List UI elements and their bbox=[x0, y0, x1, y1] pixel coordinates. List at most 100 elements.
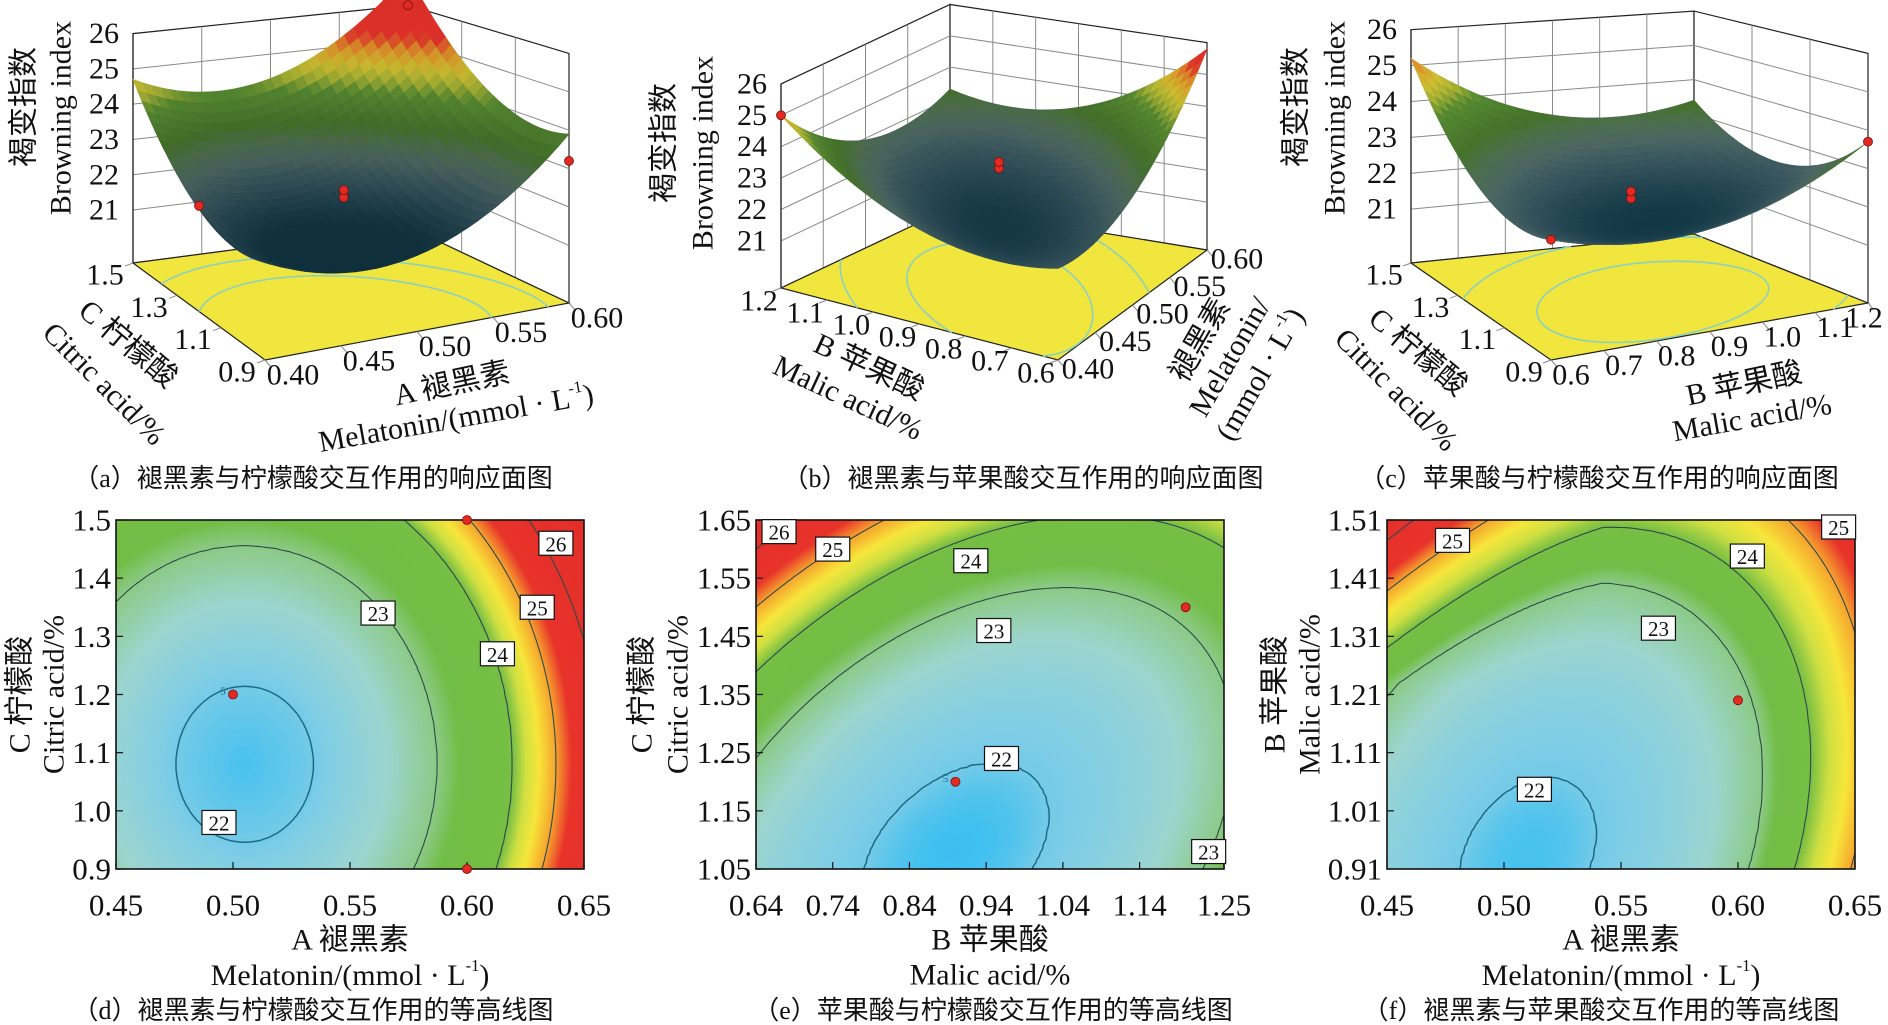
contour-label: 26 bbox=[545, 532, 566, 556]
design-point bbox=[462, 864, 472, 874]
contour-line-25 bbox=[469, 519, 557, 870]
tick-mark bbox=[1169, 277, 1177, 285]
tick-mark bbox=[1132, 304, 1139, 313]
design-point bbox=[1733, 695, 1743, 706]
axis-title: Browning index bbox=[1319, 21, 1352, 215]
tick-mark bbox=[1814, 312, 1822, 320]
tick-mark bbox=[772, 287, 782, 292]
x-tick-label: 1.2 bbox=[1845, 302, 1883, 335]
contour-plot-d: 0.45 0.50 0.55 0.60 0.65 0.9 1.0 1.1 1.2 1.3 1.4 1.… bbox=[4, 503, 612, 992]
y-tick-label: 1.35 bbox=[697, 677, 751, 712]
x-tick-label: 0.45 bbox=[1360, 888, 1414, 923]
label-text: ) bbox=[1750, 959, 1760, 992]
x-tick-label: 0.45 bbox=[343, 344, 396, 377]
figure-caption: （b）褪黑素与苹果酸交互作用的响应面图 bbox=[782, 464, 1263, 493]
x-tick-label: 0.40 bbox=[267, 359, 320, 392]
y-tick-label: 1.05 bbox=[697, 852, 751, 887]
tick-mark bbox=[1003, 347, 1013, 352]
tick-mark bbox=[957, 335, 966, 340]
design-point bbox=[1546, 234, 1556, 245]
z-tick-label: 22 bbox=[89, 158, 119, 191]
y-axis-title-en: Citric acid/% bbox=[662, 615, 695, 774]
design-point-count: 5 bbox=[943, 773, 949, 785]
surface-cell bbox=[1048, 265, 1064, 269]
superscript: -1 bbox=[566, 376, 583, 397]
x-tick-label: 0.55 bbox=[495, 316, 548, 349]
caption-tag: （b） bbox=[782, 464, 847, 493]
contour-label: 25 bbox=[822, 538, 843, 562]
z-tick-label: 25 bbox=[89, 52, 119, 85]
z-tick-label: 21 bbox=[89, 194, 119, 227]
y-tick-label: 1.5 bbox=[72, 503, 111, 538]
surface-cell bbox=[260, 260, 276, 266]
tick-mark bbox=[1449, 294, 1458, 299]
y-tick-label: 1.3 bbox=[130, 291, 168, 324]
x-tick-label: 0.55 bbox=[323, 888, 377, 923]
y-tick-label: 1.45 bbox=[697, 619, 751, 654]
contour-label: 22 bbox=[208, 811, 229, 835]
contour-plot-e: 0.64 0.74 0.84 0.94 1.04 1.14 1.25 1.05 1.15 1.25… bbox=[626, 503, 1252, 992]
design-point bbox=[1180, 602, 1191, 613]
x-tick-label: 0.74 bbox=[806, 888, 861, 923]
y-tick-label: 1.4 bbox=[72, 561, 111, 596]
contour-label: 25 bbox=[1442, 529, 1463, 553]
surface-plot-b: 2122232425260.400.450.500.550.600.60.70.… bbox=[648, 3, 1311, 447]
contour-line-24 bbox=[403, 519, 513, 870]
design-point bbox=[462, 515, 472, 525]
contour-label: 25 bbox=[1828, 516, 1849, 540]
caption-text: 褪黑素与柠檬酸交互作用的响应面图 bbox=[137, 464, 553, 493]
x-tick-label: 0.50 bbox=[419, 330, 472, 363]
x-tick-label: 0.60 bbox=[1211, 243, 1264, 276]
x-axis-title-en: Melatonin/(mmol · L-1) bbox=[1482, 956, 1761, 992]
tick-mark bbox=[1761, 321, 1769, 330]
contour-plot-f: 0.45 0.50 0.55 0.60 0.65 0.91 1.01 1.11 1.21 1.31… bbox=[1259, 503, 1883, 992]
design-point bbox=[194, 200, 204, 211]
y-tick-label: 1.3 bbox=[1412, 291, 1450, 324]
gridline bbox=[1693, 79, 1869, 131]
design-point bbox=[1863, 136, 1873, 147]
y-tick-label: 1.5 bbox=[86, 259, 124, 292]
z-tick-label: 26 bbox=[89, 17, 119, 50]
tick-mark bbox=[1402, 262, 1412, 267]
contour-label: 25 bbox=[527, 596, 548, 620]
gridline bbox=[780, 35, 951, 116]
caption-text: 苹果酸与柠檬酸交互作用的等高线图 bbox=[817, 996, 1233, 1025]
z-tick-label: 22 bbox=[1367, 157, 1397, 190]
x-tick-label: 1.0 bbox=[1764, 321, 1802, 354]
x-tick-label: 0.9 bbox=[1711, 330, 1749, 363]
caption-text: 褪黑素与苹果酸交互作用的等高线图 bbox=[1423, 996, 1839, 1025]
z-tick-label: 21 bbox=[737, 224, 767, 257]
caption-tag: （f） bbox=[1363, 996, 1424, 1025]
design-point bbox=[564, 156, 574, 166]
y-tick-label: 1.11 bbox=[1329, 735, 1382, 770]
y-tick-label: 1.1 bbox=[72, 735, 111, 770]
figure-caption: （e）苹果酸与柠檬酸交互作用的等高线图 bbox=[753, 996, 1233, 1025]
design-point bbox=[403, 0, 413, 11]
response-surface bbox=[132, 0, 570, 274]
contour-line-23 bbox=[115, 545, 438, 870]
z-tick-label: 23 bbox=[1367, 121, 1397, 154]
x-tick-label: 0.94 bbox=[959, 888, 1014, 923]
y-tick-label: 0.6 bbox=[1017, 357, 1055, 390]
axis-title: 褐变指数 bbox=[648, 83, 681, 203]
contour-label: 24 bbox=[1737, 545, 1759, 569]
design-point bbox=[338, 185, 349, 196]
design-point bbox=[950, 776, 961, 787]
plot-frame bbox=[1386, 519, 1856, 870]
x-tick-label: 0.50 bbox=[1477, 888, 1531, 923]
gridline bbox=[780, 97, 951, 179]
axis-title: Browning index bbox=[687, 56, 720, 250]
tick-mark bbox=[124, 262, 134, 267]
tick-mark bbox=[1867, 302, 1875, 311]
tick-mark bbox=[865, 311, 874, 316]
design-point bbox=[776, 110, 786, 121]
tick-mark bbox=[340, 345, 348, 354]
x-tick-label: 0.65 bbox=[557, 888, 611, 923]
y-tick-label: 1.1 bbox=[786, 297, 824, 330]
design-point bbox=[1626, 186, 1636, 197]
contour-line-26 bbox=[1386, 519, 1415, 541]
y-tick-label: 1.55 bbox=[697, 561, 751, 596]
tick-mark bbox=[1094, 332, 1102, 340]
